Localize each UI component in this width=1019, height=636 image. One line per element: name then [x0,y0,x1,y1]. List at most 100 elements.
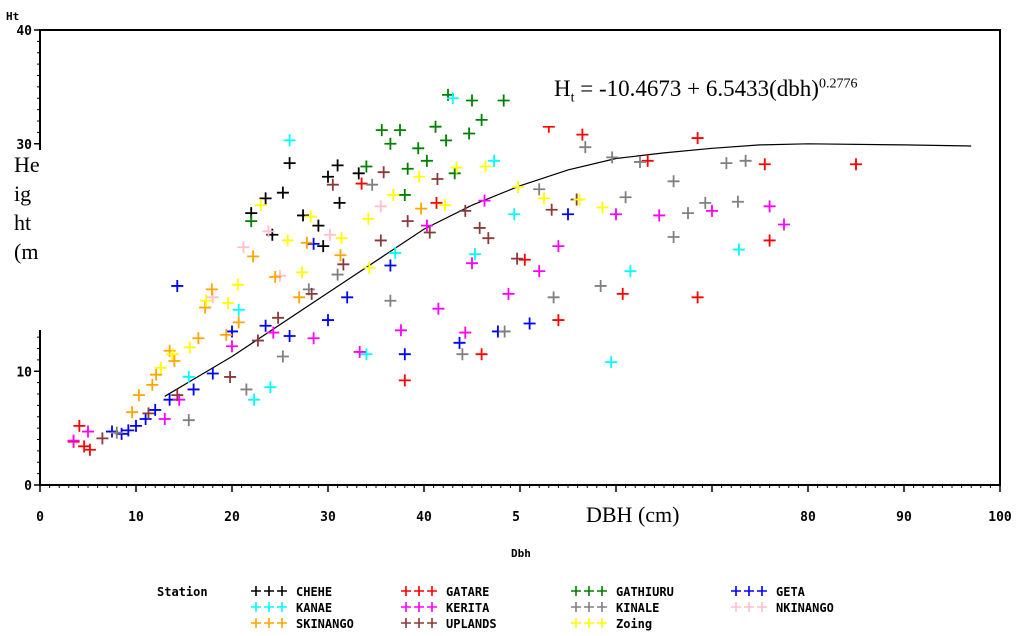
data-point [307,237,320,250]
data-point [691,132,704,145]
data-point [758,158,771,171]
data-point [394,324,407,337]
data-point [498,325,511,338]
data-point [247,250,260,263]
data-point [248,393,261,406]
data-point [305,287,318,300]
data-point [739,154,752,167]
x-axis-tag: Dbh [511,547,531,560]
data-point [641,154,654,167]
legend-swatch [251,602,261,612]
x-tick-label: 30 [320,510,336,525]
data-point [538,192,550,205]
data-point [322,170,334,183]
data-point [132,389,145,402]
data-point [596,201,609,214]
data-point [300,236,313,249]
data-point [293,291,306,304]
legend-entry-label: KINALE [616,601,659,615]
fitted-curve-layer [164,143,972,397]
data-point [616,287,629,300]
data-point [430,196,443,209]
data-point [283,157,296,170]
data-points-layer [67,88,862,456]
legend-entry-label: GATHIURU [616,585,674,599]
data-point [297,209,310,222]
data-point [389,246,402,259]
legend-swatch [571,586,581,596]
y-label-line: ig [14,181,32,206]
data-point [130,419,142,432]
data-point [488,154,501,167]
legend-swatch [251,618,261,628]
data-point [82,425,94,438]
data-point [732,243,745,256]
data-point [158,413,171,426]
x-tick-label: 0 [36,510,44,525]
data-point [545,203,558,216]
legend-swatch [277,586,287,596]
data-point [296,266,309,279]
data-point [283,329,296,342]
data-point [254,199,267,212]
data-point [322,314,334,327]
legend-swatch [414,618,424,628]
data-point [475,113,488,126]
data-point [384,294,397,307]
data-point [667,175,680,188]
data-point [334,249,347,262]
equation-body: = -10.4673 + 6.5433(dbh) [574,76,819,101]
x-tick-label: 90 [896,510,912,525]
data-point [171,279,184,292]
data-point [363,261,376,274]
data-point [479,160,492,173]
legend-swatch [401,586,411,596]
data-point [187,383,200,396]
data-point [337,258,350,271]
y-label-line: (m [14,239,39,264]
data-point [224,370,237,383]
y-label-line: ht [14,210,32,235]
data-point [304,210,317,223]
data-point [552,240,565,253]
data-point [154,361,167,374]
data-point [333,196,346,209]
data-point [763,234,776,247]
data-point [448,167,461,180]
y-tick-label: 0 [24,479,32,494]
legend-entry-label: GETA [776,585,806,599]
data-point [276,186,289,199]
legend-swatch [757,586,767,596]
legend-swatch [414,602,424,612]
legend-swatch [401,602,411,612]
data-point [362,212,375,225]
data-point [576,128,589,141]
data-point [272,311,285,324]
data-point [199,301,212,314]
data-point [183,341,196,354]
fit-equation: Ht = -10.4673 + 6.5433(dbh)0.2776 [554,76,857,107]
data-point [384,137,397,150]
data-point [262,225,275,238]
legend-entry-label: Zoing [616,617,652,631]
data-point [446,92,459,105]
data-point [168,355,181,368]
data-point [691,291,704,304]
data-point [456,348,469,361]
data-point [110,426,123,439]
data-point [182,370,195,383]
equation-exponent: 0.2776 [818,76,858,92]
data-point [276,350,289,363]
data-point [73,419,86,432]
data-point [374,234,387,247]
y-axis-label-overlay: He ig ht (m [8,150,66,330]
data-point [512,180,525,193]
legend-entry-label: SKINANGO [296,617,354,631]
data-point [331,159,344,172]
data-point [259,192,272,205]
legend-swatch [744,586,754,596]
legend-swatch [427,602,437,612]
data-point [267,326,280,339]
legend-swatch [584,602,594,612]
data-point [412,142,425,155]
